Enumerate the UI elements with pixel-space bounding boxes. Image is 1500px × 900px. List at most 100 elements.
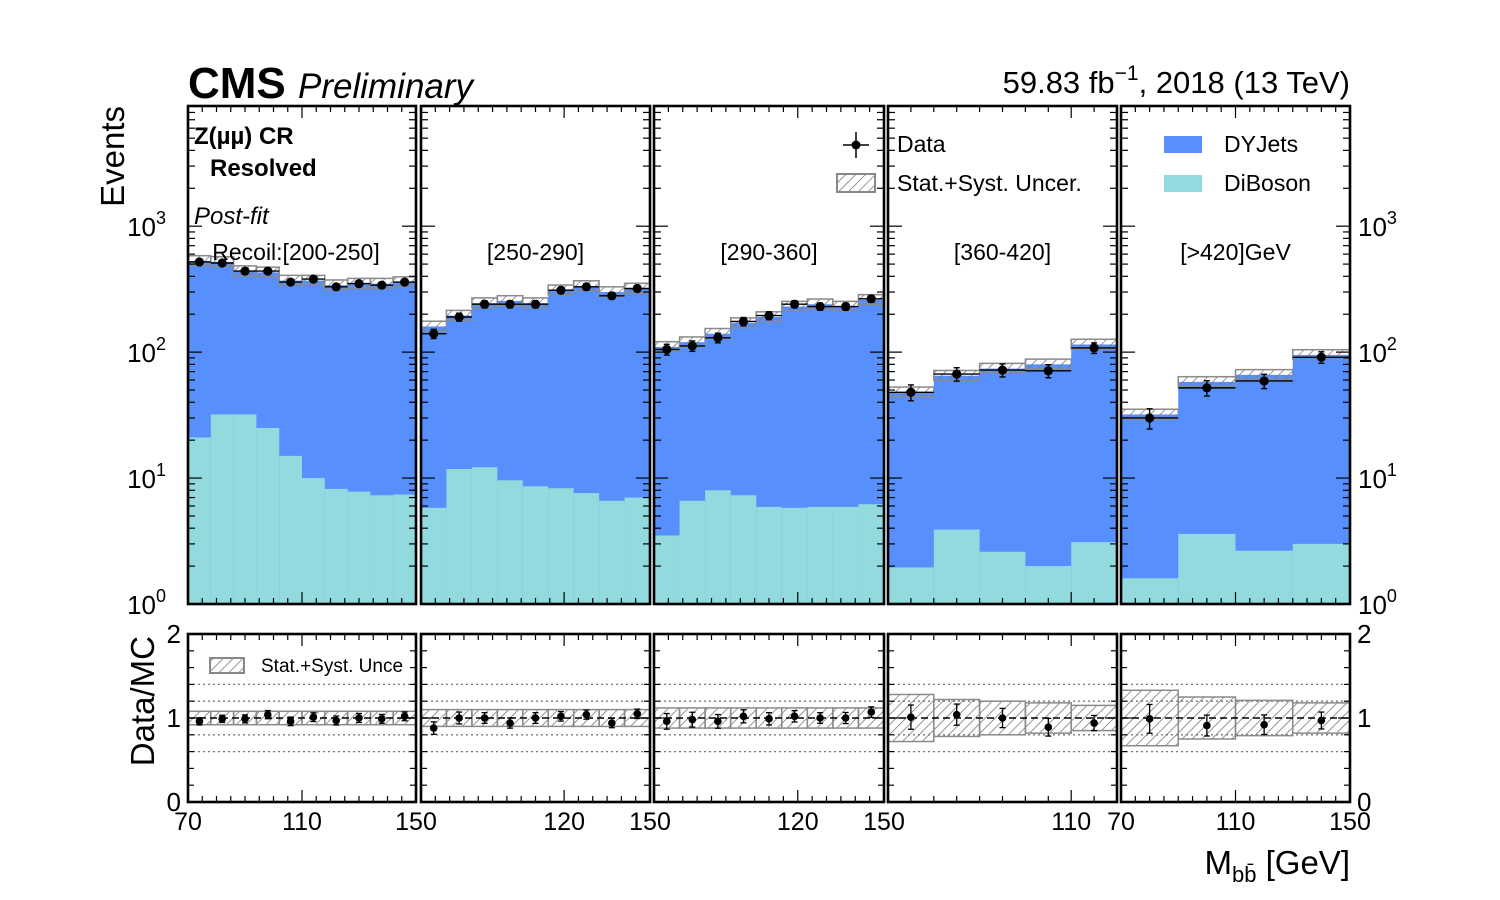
region-label: Z(µµ) CR bbox=[194, 123, 294, 150]
diboson-bar bbox=[279, 455, 303, 604]
x-tick-label: 70 bbox=[174, 808, 202, 836]
diboson-bar bbox=[705, 490, 731, 604]
ratio-point bbox=[309, 713, 318, 721]
legend-dyjets-label: DYJets bbox=[1224, 131, 1298, 157]
ratio-point bbox=[1044, 723, 1053, 732]
diboson-bar bbox=[781, 507, 808, 604]
x-tick-label: 120 bbox=[543, 808, 585, 836]
legend: Data Stat.+Syst. Uncer. DYJets DiBoson S… bbox=[209, 131, 1311, 677]
diboson-bar bbox=[933, 529, 980, 604]
diboson-bar bbox=[393, 494, 417, 604]
legend-diboson-swatch bbox=[1164, 175, 1202, 192]
data-point bbox=[789, 299, 800, 309]
ratio-legend-uncertainty-label: Stat.+Syst. Unce bbox=[261, 656, 403, 677]
ratio-tick-label: 2 bbox=[1357, 619, 1371, 649]
post-fit-label: Post-fit bbox=[194, 203, 270, 230]
panels-group: Recoil:[200-250] 70 110 150 [250-290] 120 150 [… bbox=[127, 104, 1397, 836]
ratio-point bbox=[582, 710, 591, 719]
x-tick-label: 110 bbox=[282, 808, 322, 836]
luminosity-label: 59.83 fb−1, 2018 (13 TeV) bbox=[1003, 62, 1350, 100]
preliminary-label: Preliminary bbox=[298, 67, 476, 106]
diboson-bar bbox=[548, 488, 574, 604]
data-point bbox=[1145, 413, 1155, 423]
data-point bbox=[1043, 366, 1053, 376]
diboson-bar bbox=[756, 506, 783, 604]
data-point bbox=[687, 341, 697, 351]
ratio-point bbox=[907, 713, 915, 721]
data-point bbox=[632, 283, 642, 294]
diboson-bar bbox=[522, 486, 549, 604]
legend-uncertainty-label: Stat.+Syst. Uncer. bbox=[897, 170, 1082, 196]
dyjets-bar bbox=[1121, 414, 1179, 604]
diboson-bar bbox=[807, 506, 834, 604]
data-point bbox=[480, 299, 490, 309]
diboson-bar bbox=[256, 427, 280, 604]
y-tick-label: 101 bbox=[127, 460, 166, 494]
ratio-point bbox=[455, 714, 463, 722]
ratio-point bbox=[480, 714, 489, 722]
legend-data-label: Data bbox=[897, 131, 946, 157]
ratio-point bbox=[998, 714, 1007, 722]
y-axis-title-ratio: Data/MC bbox=[124, 636, 161, 766]
diboson-bar bbox=[1071, 542, 1118, 604]
x-axis-title: Mbb̄ [GeV] bbox=[1204, 844, 1350, 887]
ratio-tick-label: 0 bbox=[167, 787, 181, 817]
diboson-bar bbox=[497, 480, 524, 604]
data-point bbox=[607, 291, 617, 301]
data-point bbox=[308, 274, 318, 284]
data-point bbox=[906, 387, 916, 397]
x-tick-label: 70 bbox=[1107, 808, 1135, 836]
ratio-point bbox=[1260, 720, 1268, 729]
data-point bbox=[1316, 352, 1326, 362]
data-point bbox=[997, 365, 1008, 375]
diboson-bar bbox=[624, 497, 651, 604]
ratio-point bbox=[218, 715, 226, 723]
data-point bbox=[815, 301, 825, 312]
diboson-bar bbox=[573, 493, 600, 604]
data-point bbox=[1089, 343, 1099, 353]
diboson-bar bbox=[979, 551, 1026, 604]
data-point bbox=[240, 266, 250, 276]
x-tick-label: 150 bbox=[1329, 808, 1371, 836]
diboson-bar bbox=[370, 495, 394, 604]
diboson-bar bbox=[324, 488, 348, 604]
legend-dyjets-swatch bbox=[1164, 136, 1202, 153]
ratio-point bbox=[195, 717, 204, 726]
ratio-tick-label: 0 bbox=[1357, 787, 1371, 817]
data-point bbox=[738, 316, 749, 327]
x-tick-label: 150 bbox=[395, 808, 437, 836]
dyjets-bar bbox=[1025, 364, 1072, 604]
ratio-point bbox=[662, 717, 671, 726]
diboson-bar bbox=[679, 500, 706, 604]
ratio-point bbox=[264, 710, 272, 719]
recoil-bin-label: [250-290] bbox=[487, 239, 584, 265]
ratio-point bbox=[714, 717, 722, 726]
ratio-point bbox=[790, 712, 799, 721]
ratio-point bbox=[1203, 721, 1211, 730]
diboson-bar bbox=[210, 414, 234, 604]
legend-diboson-label: DiBoson bbox=[1224, 170, 1311, 196]
diboson-bar bbox=[471, 467, 498, 604]
data-point bbox=[866, 294, 876, 304]
recoil-bin-label: [>420]GeV bbox=[1180, 239, 1291, 265]
recoil-bin-label: Recoil:[200-250] bbox=[212, 239, 380, 265]
data-point bbox=[1202, 383, 1212, 393]
y-tick-label: 103 bbox=[1358, 208, 1397, 242]
data-point bbox=[530, 299, 541, 309]
y-tick-label: 102 bbox=[127, 334, 166, 368]
ratio-point bbox=[841, 714, 850, 722]
y-tick-label: 102 bbox=[1358, 334, 1397, 368]
x-tick-label: 150 bbox=[863, 808, 905, 836]
recoil-bin-label: [290-360] bbox=[720, 239, 817, 265]
ratio-point bbox=[378, 715, 386, 723]
diboson-bar bbox=[1178, 533, 1236, 604]
ratio-point bbox=[286, 717, 295, 726]
diboson-bar bbox=[1025, 566, 1072, 604]
ratio-point bbox=[608, 719, 616, 727]
y-tick-label: 100 bbox=[1358, 586, 1397, 620]
data-point bbox=[952, 369, 962, 379]
diboson-bar bbox=[347, 491, 371, 604]
diboson-bar bbox=[858, 504, 885, 604]
ratio-point bbox=[739, 712, 748, 721]
